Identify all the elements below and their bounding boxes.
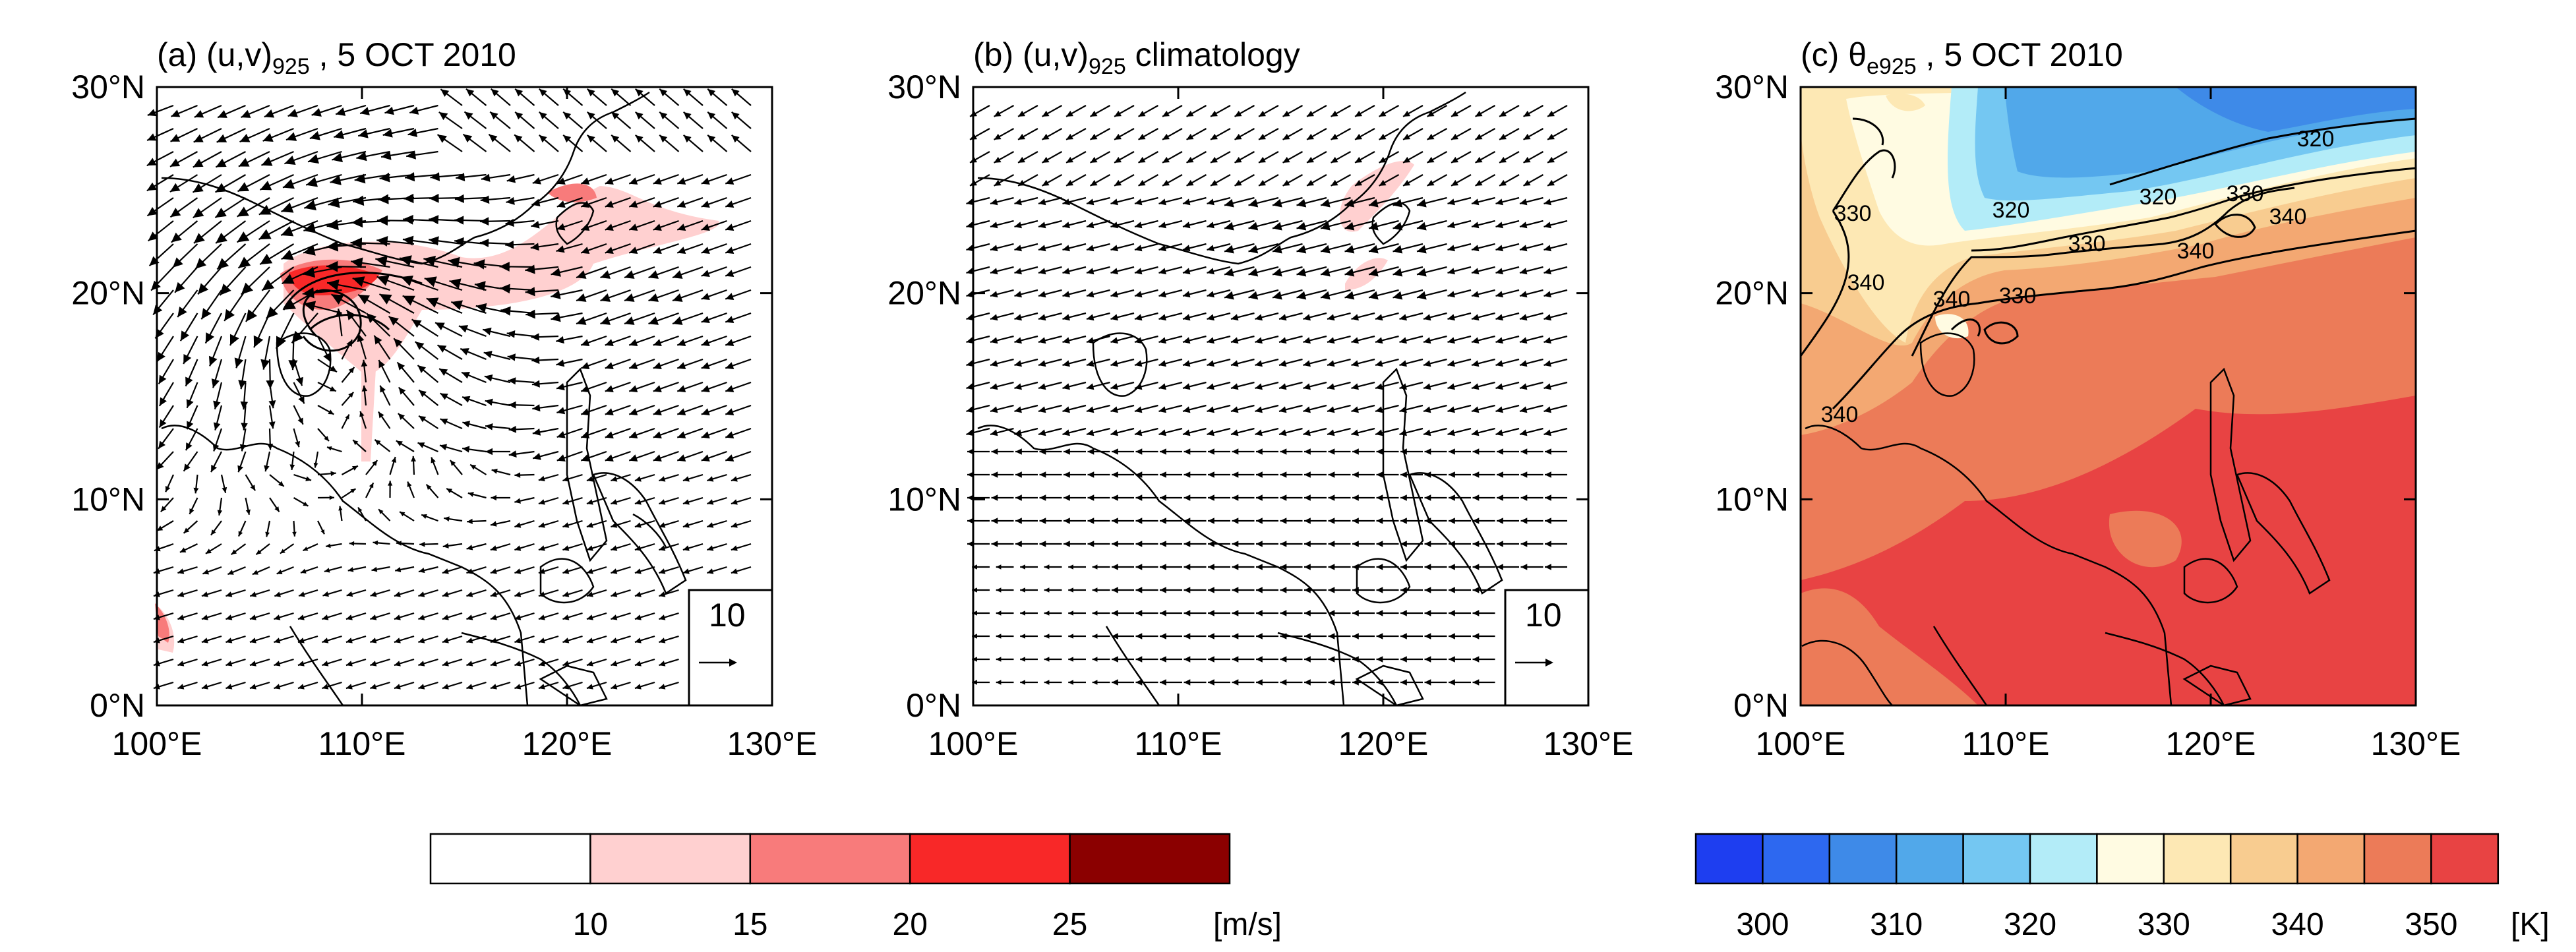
colorbar-swatch [2163, 833, 2232, 885]
lon-tick-label: 100°E [928, 725, 1019, 762]
coastline [161, 91, 687, 707]
lat-tick-label: 0°N [906, 687, 961, 724]
colorbar-label: 310 [1870, 907, 1923, 942]
colorbar-label: 15 [733, 907, 767, 942]
lat-tick-label: 30°N [71, 69, 145, 105]
contour-label: 340 [2177, 239, 2215, 264]
reference-vector-label: 10 [709, 597, 746, 634]
contour-label: 340 [1933, 287, 1971, 312]
lon-tick-label: 110°E [1962, 725, 2049, 762]
theta-e-colorbar: 300 310 320 330 340 350 [K] [1694, 833, 2550, 942]
panel-a: (a) (u,v)925 , 5 OCT 2010 [71, 36, 817, 762]
lon-tick-label: 120°E [1338, 725, 1429, 762]
theta-e-field [1801, 87, 2416, 705]
reference-vector-label: 10 [1525, 597, 1562, 634]
panel-b-title: (b) (u,v)925 climatology [973, 36, 1300, 79]
lat-tick-label: 20°N [1715, 275, 1789, 312]
colorbar-swatch [2229, 833, 2298, 885]
map-frame [1799, 86, 2417, 707]
wind-vectors [146, 88, 752, 690]
lon-tick-label: 130°E [727, 725, 818, 762]
axis-ticks: 0°N 10°N 20°N 30°N 100°E 110°E 120°E 130°E [1715, 69, 2461, 762]
coastline [1801, 332, 2331, 707]
lat-tick-label: 0°N [90, 687, 145, 724]
cyclone-streamlines [282, 272, 423, 352]
colorbar-label: 340 [2271, 907, 2324, 942]
colorbar-swatch [589, 833, 752, 885]
lon-tick-label: 130°E [2371, 725, 2461, 762]
wind-vectors [966, 105, 1568, 686]
colorbar-swatch [1962, 833, 2031, 885]
reference-vector-box: 10 [1504, 589, 1590, 707]
lon-tick-label: 110°E [318, 725, 405, 762]
lon-tick-label: 120°E [522, 725, 613, 762]
contour-label: 320 [1992, 198, 2030, 223]
map-frame [156, 86, 773, 707]
lat-tick-label: 30°N [887, 69, 961, 105]
panel-c: (c) θe925 , 5 OCT 2010 [1715, 36, 2461, 762]
lat-tick-label: 10°N [71, 481, 145, 518]
colorbar-swatch [1828, 833, 1898, 885]
panel-b: (b) (u,v)925 climatology 10 0°N 10°N 20°N 3… [887, 36, 1633, 762]
lon-tick-label: 120°E [2166, 725, 2256, 762]
lon-tick-label: 100°E [1756, 725, 1846, 762]
colorbar-label: 350 [2405, 907, 2457, 942]
lat-tick-label: 30°N [1715, 69, 1789, 105]
contour-label: 330 [2227, 181, 2264, 206]
map-frame [972, 86, 1590, 707]
colorbar-swatch [2096, 833, 2165, 885]
colorbar-label: 10 [573, 907, 608, 942]
contour-label: 330 [1834, 201, 1872, 226]
panel-a-title: (a) (u,v)925 , 5 OCT 2010 [157, 36, 516, 79]
contour-label: 330 [2068, 231, 2106, 256]
contour-label: 320 [2297, 127, 2335, 152]
colorbar-swatch [909, 833, 1071, 885]
colorbar-label: 20 [893, 907, 928, 942]
colorbar-label: 25 [1052, 907, 1087, 942]
lat-tick-label: 0°N [1733, 687, 1789, 724]
colorbar-label: 330 [2138, 907, 2190, 942]
coastline [977, 91, 1503, 707]
contour-label: 320 [2140, 185, 2177, 210]
colorbar-swatch [1069, 833, 1231, 885]
wind-speed-shading [155, 183, 719, 653]
lat-tick-label: 20°N [71, 275, 145, 312]
lon-tick-label: 130°E [1543, 725, 1634, 762]
lon-tick-label: 100°E [112, 725, 202, 762]
colorbar-swatch [429, 833, 591, 885]
contour-label: 340 [1821, 402, 1859, 427]
contour-label: 340 [1847, 270, 1885, 295]
wind-speed-colorbar: 10 15 20 25 [m/s] [429, 833, 1282, 942]
panel-c-title: (c) θe925 , 5 OCT 2010 [1801, 36, 2123, 79]
lat-tick-label: 10°N [887, 481, 961, 518]
lat-tick-label: 10°N [1715, 481, 1789, 518]
theta-e-contours [1799, 117, 2416, 410]
axis-ticks: 0°N 10°N 20°N 30°N 100°E 110°E 120°E 130°E [71, 69, 817, 762]
colorbar-swatch [1762, 833, 1831, 885]
colorbar-swatch [2029, 833, 2098, 885]
axis-ticks: 0°N 10°N 20°N 30°N 100°E 110°E 120°E 130°E [887, 69, 1633, 762]
lon-tick-label: 110°E [1134, 725, 1222, 762]
colorbar-unit: [K] [2511, 907, 2550, 942]
lat-tick-label: 20°N [887, 275, 961, 312]
colorbar-label: 300 [1736, 907, 1789, 942]
wind-speed-shading [1339, 161, 1414, 290]
reference-vector-box: 10 [688, 589, 773, 707]
colorbar-swatch [1694, 833, 1764, 885]
contour-label: 340 [2269, 204, 2307, 229]
colorbar-label: 320 [2004, 907, 2056, 942]
contour-label: 330 [1999, 283, 2037, 309]
colorbar-swatch [2430, 833, 2500, 885]
colorbar-swatch [749, 833, 911, 885]
colorbar-swatch [1895, 833, 1964, 885]
colorbar-swatch [2296, 833, 2366, 885]
colorbar-unit: [m/s] [1213, 907, 1282, 942]
colorbar-swatch [2363, 833, 2432, 885]
